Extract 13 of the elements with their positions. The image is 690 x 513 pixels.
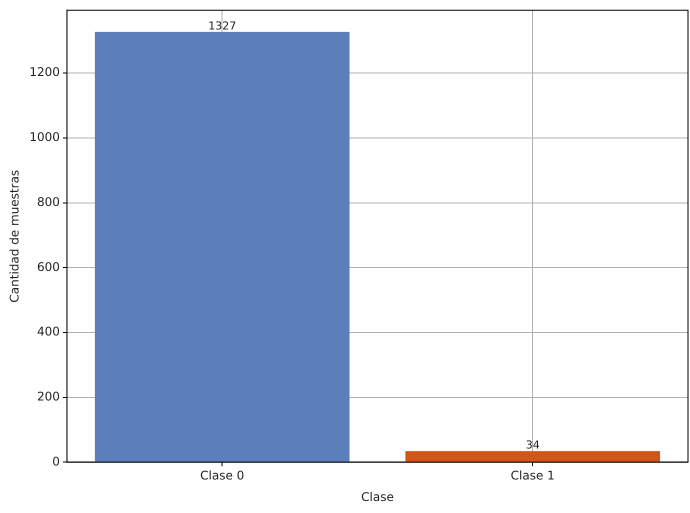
y-tick-label: 1200 [29, 65, 60, 80]
y-tick-label: 400 [37, 324, 60, 339]
y-tick-label: 600 [37, 260, 60, 274]
y-tick-label: 1000 [29, 130, 60, 144]
data-label: 34 [526, 438, 540, 452]
x-tick-label: Clase 0 [200, 468, 244, 483]
x-axis-title: Clase [361, 490, 394, 504]
x-tick-label: Clase 1 [510, 468, 555, 483]
y-tick-label: 200 [37, 389, 60, 404]
y-axis-title: Cantidad de muestras [7, 170, 22, 303]
y-tick-label: 0 [52, 454, 60, 468]
data-label: 1327 [208, 19, 236, 32]
y-tick-label: 800 [37, 194, 60, 209]
